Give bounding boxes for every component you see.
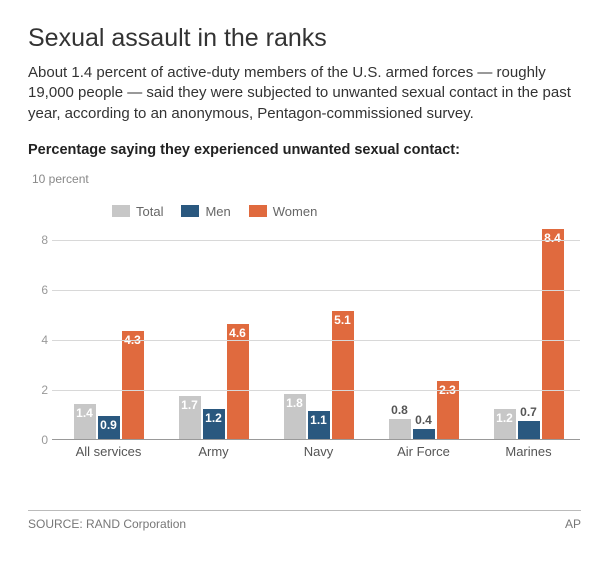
y-tick-label: 4 xyxy=(30,333,48,347)
y-tick-label: 0 xyxy=(30,433,48,447)
gridline xyxy=(52,390,580,391)
bar: 8.4 xyxy=(542,229,564,439)
plot-area: TotalMenWomen1.40.94.31.71.24.61.81.15.1… xyxy=(52,190,580,440)
category-label: Army xyxy=(161,444,266,459)
bar: 1.1 xyxy=(308,411,330,439)
bar-value-label: 0.7 xyxy=(520,405,537,419)
bar-group: 0.80.42.3 xyxy=(371,190,476,439)
category-label: Marines xyxy=(476,444,581,459)
category-label: All services xyxy=(56,444,161,459)
bar-value-label: 0.9 xyxy=(100,418,117,432)
bar-value-label: 8.4 xyxy=(544,231,561,245)
bar: 0.9 xyxy=(98,416,120,439)
bar: 1.2 xyxy=(494,409,516,439)
bar-value-label: 1.2 xyxy=(205,411,222,425)
bar: 1.7 xyxy=(179,396,201,439)
bar-group: 1.7 1.2 4.6 xyxy=(161,190,266,439)
bar-value-label: 0.8 xyxy=(391,403,408,417)
gridline xyxy=(52,290,580,291)
bar-value-label: 1.1 xyxy=(310,413,327,427)
bar-value-label: 0.4 xyxy=(415,413,432,427)
y-tick-label: 2 xyxy=(30,383,48,397)
category-label: Navy xyxy=(266,444,371,459)
y-axis-top-label: 10 percent xyxy=(32,172,89,186)
credit-label: AP xyxy=(565,517,581,531)
bar-group: 1.2 0.7 8.4 xyxy=(476,190,581,439)
bar: 0.7 xyxy=(518,421,540,439)
bar: 0.8 xyxy=(389,419,411,439)
chart-subtitle: Percentage saying they experienced unwan… xyxy=(28,142,581,158)
bar-value-label: 1.2 xyxy=(496,411,513,425)
source-label: SOURCE: RAND Corporation xyxy=(28,517,186,531)
category-label: Air Force xyxy=(371,444,476,459)
bar-value-label: 1.4 xyxy=(76,406,93,420)
bar-value-label: 4.6 xyxy=(229,326,246,340)
gridline xyxy=(52,240,580,241)
bar-value-label: 1.8 xyxy=(286,396,303,410)
bar-group: 1.4 0.9 4.3 xyxy=(56,190,161,439)
bar-value-label: 5.1 xyxy=(334,313,351,327)
y-tick-label: 6 xyxy=(30,283,48,297)
bar: 1.2 xyxy=(203,409,225,439)
bar: 1.4 xyxy=(74,404,96,439)
bar: 4.6 xyxy=(227,324,249,439)
bar-group: 1.8 1.1 5.1 xyxy=(266,190,371,439)
chart-area: TotalMenWomen1.40.94.31.71.24.61.81.15.1… xyxy=(28,172,580,492)
intro-text: About 1.4 percent of active-duty members… xyxy=(28,63,581,124)
footer: SOURCE: RAND Corporation AP xyxy=(28,510,581,531)
bar: 4.3 xyxy=(122,331,144,439)
chart-title: Sexual assault in the ranks xyxy=(28,24,581,53)
gridline xyxy=(52,340,580,341)
bar-value-label: 1.7 xyxy=(181,398,198,412)
bar: 1.8 xyxy=(284,394,306,439)
bar: 0.4 xyxy=(413,429,435,439)
bar: 5.1 xyxy=(332,311,354,439)
y-tick-label: 8 xyxy=(30,233,48,247)
